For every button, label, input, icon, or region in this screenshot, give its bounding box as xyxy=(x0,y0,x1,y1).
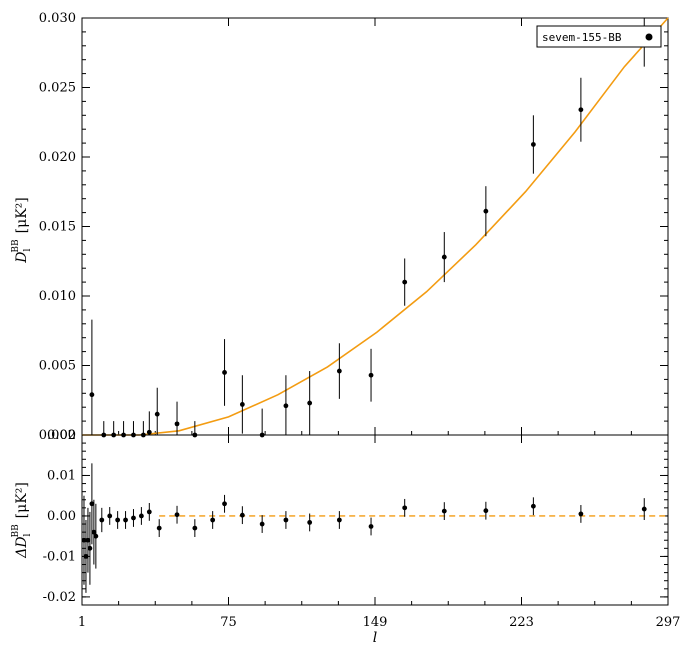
top-ylabel-main: D xyxy=(14,251,30,263)
top-data-point-16 xyxy=(368,372,374,378)
bottom-data-point-24 xyxy=(368,524,374,529)
x-tick-label-0: 1 xyxy=(78,615,86,630)
bottom-axis-ticks xyxy=(81,434,669,605)
bottom-data-point-26 xyxy=(441,508,447,514)
top-ylabel-sub: l xyxy=(23,248,33,251)
bottom-data-point-14 xyxy=(156,525,162,531)
top-y-axis-label: DlBB [μK²] xyxy=(11,197,33,263)
top-y-tick-label-6: 0.030 xyxy=(39,11,76,26)
bottom-data-point-18 xyxy=(222,501,227,507)
bottom-panel: -0.02 -0.01 0.00 0.01 0.02 ΔDlBB [μK²] xyxy=(11,428,669,606)
bottom-y-tick-labels: -0.02 -0.01 0.00 0.01 0.02 xyxy=(43,428,76,605)
bottom-y-tick-label-0: -0.02 xyxy=(43,590,76,605)
bottom-y-axis-label: ΔDlBB [μK²] xyxy=(11,482,33,559)
top-panel: 0.000 0.005 0.010 0.015 0.020 0.025 0.030 seve… xyxy=(11,11,669,443)
top-data-point-8 xyxy=(174,421,180,427)
legend-label: sevem-155-BB xyxy=(542,31,622,44)
bottom-data-point-1 xyxy=(83,554,89,559)
top-y-tick-label-4: 0.020 xyxy=(39,150,76,165)
bottom-data-point-9 xyxy=(115,517,121,523)
bottom-data-point-20 xyxy=(259,521,265,527)
top-y-tick-label-0: 0.000 xyxy=(39,428,76,443)
x-tick-labels: 1 75 149 223 297 xyxy=(78,615,681,630)
top-data-point-13 xyxy=(283,403,289,409)
top-y-tick-label-3: 0.015 xyxy=(39,220,76,235)
legend-box xyxy=(536,25,662,48)
top-ylabel-sup: BB xyxy=(11,239,21,253)
model-curve xyxy=(82,17,669,436)
bottom-data-point-0 xyxy=(81,537,87,543)
bottom-data-point-28 xyxy=(530,503,536,509)
x-tick-label-4: 297 xyxy=(656,615,681,630)
top-y-tick-label-1: 0.005 xyxy=(39,359,76,374)
bottom-ylabel-sub: l xyxy=(23,533,33,536)
bottom-data-point-2 xyxy=(85,537,91,543)
legend: sevem-155-BB xyxy=(536,25,662,48)
bottom-data-point-3 xyxy=(87,545,93,551)
top-data-point-7 xyxy=(154,411,160,417)
bottom-data-point-23 xyxy=(336,517,342,523)
top-data-point-15 xyxy=(336,368,342,374)
bottom-data-point-11 xyxy=(131,515,136,521)
bottom-data-point-22 xyxy=(307,520,313,525)
legend-marker xyxy=(645,33,653,41)
top-ylabel-unit: [μK²] xyxy=(14,197,30,233)
bottom-data-point-13 xyxy=(146,509,152,515)
bottom-y-tick-label-2: 0.00 xyxy=(47,509,76,524)
top-data-point-18 xyxy=(441,254,447,260)
bottom-data-point-29 xyxy=(578,511,584,517)
bottom-data-point-27 xyxy=(483,508,489,514)
top-data-point-20 xyxy=(530,142,536,147)
bottom-data-point-25 xyxy=(402,505,408,511)
bottom-y-tick-label-3: 0.01 xyxy=(47,468,76,483)
top-data-point-17 xyxy=(402,279,408,285)
top-data-point-19 xyxy=(483,208,489,214)
bottom-data-point-17 xyxy=(210,517,216,523)
bottom-data-point-30 xyxy=(641,506,647,512)
bottom-data-point-19 xyxy=(239,512,245,518)
bottom-ylabel-unit: [μK²] xyxy=(14,482,30,518)
top-data-point-11 xyxy=(239,402,245,407)
bottom-data-point-8 xyxy=(107,513,113,519)
bottom-data-point-12 xyxy=(138,513,144,519)
bottom-y-tick-label-1: -0.01 xyxy=(43,549,76,564)
bottom-data-point-21 xyxy=(283,517,289,523)
bottom-y-tick-label-4: 0.02 xyxy=(47,428,76,443)
x-tick-label-1: 75 xyxy=(220,615,237,630)
bottom-data-point-5 xyxy=(91,529,97,535)
top-data-point-10 xyxy=(222,370,227,375)
bottom-ylabel-sup: BB xyxy=(11,524,21,538)
top-model-curve xyxy=(82,17,669,436)
top-data-point-6 xyxy=(146,429,152,435)
bottom-ylabel-main: ΔD xyxy=(14,536,30,558)
top-data-point-0 xyxy=(89,392,95,398)
x-tick-label-2: 149 xyxy=(363,615,388,630)
top-y-tick-label-5: 0.025 xyxy=(39,81,76,96)
x-axis-label: l xyxy=(373,630,377,646)
top-y-tick-label-2: 0.010 xyxy=(39,289,76,304)
top-y-tick-labels: 0.000 0.005 0.010 0.015 0.020 0.025 0.030 xyxy=(39,11,76,443)
bottom-data-points xyxy=(81,463,647,593)
svg-text:ΔDlBB[μK²]: ΔDlBB [μK²] xyxy=(11,482,33,559)
bottom-data-point-15 xyxy=(174,512,180,518)
x-tick-label-3: 223 xyxy=(509,615,534,630)
top-data-point-21 xyxy=(578,107,584,113)
svg-text:DlBB[μK²]: DlBB [μK²] xyxy=(11,197,33,263)
bottom-data-point-16 xyxy=(192,525,198,531)
bottom-data-point-7 xyxy=(99,517,105,523)
top-data-point-14 xyxy=(307,400,313,406)
bottom-data-point-4 xyxy=(89,501,95,507)
bottom-data-point-10 xyxy=(123,517,128,523)
bottom-data-point-6 xyxy=(93,533,99,539)
